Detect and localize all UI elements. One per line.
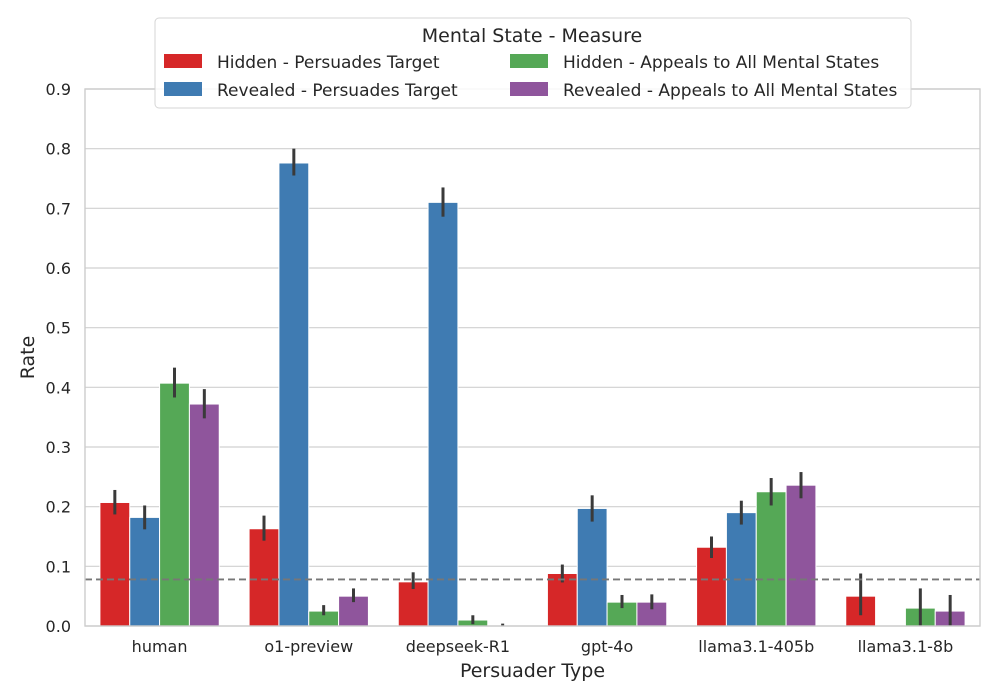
y-tick-label: 0.8 (46, 140, 71, 159)
y-tick-label: 0.2 (46, 498, 71, 517)
legend-entry: Revealed - Persuades Target (217, 81, 458, 101)
y-axis-label: Rate (17, 336, 39, 380)
x-tick-label: deepseek-R1 (406, 637, 510, 656)
bar (427, 201, 459, 627)
bar (278, 162, 310, 627)
legend-entry: Hidden - Persuades Target (217, 53, 440, 73)
bar (696, 546, 727, 627)
x-tick-label: o1-preview (264, 637, 353, 656)
y-tick-label: 0.3 (46, 438, 71, 457)
bar (159, 382, 190, 627)
y-tick-label: 0.7 (46, 199, 71, 218)
error-bars-layer (113, 148, 952, 626)
bar (99, 501, 131, 627)
x-tick-label: llama3.1-8b (858, 637, 954, 656)
y-tick-labels: 0.0 0.1 0.2 0.3 0.4 0.5 0.6 0.7 0.8 0.9 (46, 80, 71, 636)
bars-layer (99, 162, 966, 627)
bar (755, 491, 787, 627)
bar (576, 507, 608, 627)
x-axis-label: Persuader Type (460, 660, 605, 682)
x-tick-label: llama3.1-405b (698, 637, 814, 656)
legend-swatch (164, 54, 202, 68)
legend-swatch (510, 54, 548, 68)
y-tick-label: 0.5 (46, 319, 71, 338)
legend: Mental State - Measure Hidden - Persuade… (154, 17, 912, 109)
y-tick-label: 0.0 (46, 617, 71, 636)
legend-entry: Revealed - Appeals to All Mental States (563, 81, 897, 101)
x-tick-label: human (132, 637, 188, 656)
x-tick-label: gpt-4o (581, 637, 633, 656)
legend-swatch (510, 82, 548, 96)
bar (188, 403, 220, 627)
legend-swatch (164, 82, 202, 96)
bar (785, 484, 817, 627)
y-tick-label: 0.1 (46, 557, 71, 576)
bar (725, 512, 757, 627)
y-tick-label: 0.6 (46, 259, 71, 278)
bar (129, 516, 161, 627)
legend-entry: Hidden - Appeals to All Mental States (563, 53, 879, 73)
bar (248, 528, 280, 627)
y-tick-label: 0.4 (46, 378, 71, 397)
legend-title: Mental State - Measure (422, 25, 643, 47)
x-tick-labels: human o1-preview deepseek-R1 gpt-4o llama3.1… (132, 637, 954, 656)
y-tick-label: 0.9 (46, 80, 71, 99)
